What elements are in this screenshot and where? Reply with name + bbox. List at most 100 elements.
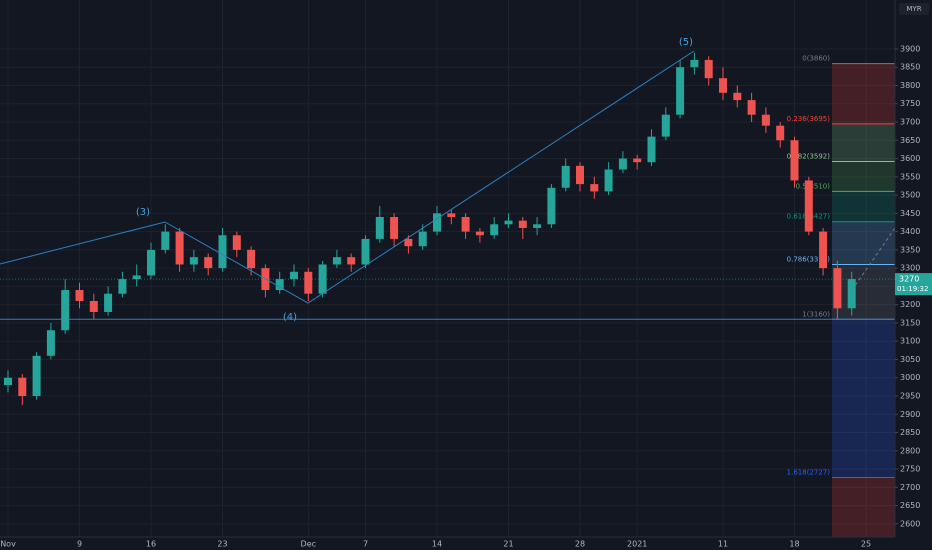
candle-body [690,59,699,68]
y-tick-label: 3400 [900,227,920,236]
candle-body [475,231,484,236]
candle-body [189,257,198,265]
candle-body [661,114,670,137]
candle-body [561,165,570,188]
candle-body [604,169,613,192]
y-tick-label: 3900 [900,44,920,53]
y-tick-label: 3000 [900,373,920,382]
y-tick-label: 3200 [900,300,920,309]
candle-body [447,213,456,217]
y-tick-label: 3800 [900,81,920,90]
candle-body [232,235,241,250]
y-tick-label: 3050 [900,355,920,364]
candle-body [776,125,785,141]
candle-body [847,279,856,309]
fib-level-label: 0.382(3592) [787,152,831,160]
x-tick-label: 2021 [627,540,647,549]
y-tick-label: 2700 [900,483,920,492]
fibonacci-tool: 0(3860) 0.236(3695) 0.382(3592) 0.5(3510) 0.… [0,55,895,537]
candle-body [332,257,341,265]
x-tick-label: 23 [217,540,227,549]
x-tick-label: 21 [503,540,513,549]
candle-body [318,264,327,294]
y-tick-label: 3350 [900,245,920,254]
fib-zone [832,319,895,478]
candle-body [4,377,12,386]
candle-body [676,67,685,115]
y-tick-label: 3450 [900,209,920,218]
candle-body [361,238,370,265]
fib-zone [832,477,895,537]
candle-body [132,275,141,280]
last-price-badge [895,273,932,296]
candle-body [790,140,799,181]
y-tick-label: 2950 [900,391,920,400]
candle-body [175,231,184,265]
wave-label: (3) [136,207,150,218]
fib-level-label: 0.786(3310) [787,255,831,263]
x-tick-label: 28 [575,540,585,549]
candle-body [733,92,742,101]
fib-zone [832,191,895,222]
y-tick-label: 3700 [900,118,920,127]
y-tick-label: 2750 [900,465,920,474]
candle-body [347,257,356,265]
candle-body [633,158,642,163]
x-tick-label: Dec [301,540,316,549]
candle-body [46,330,55,356]
candle-body [118,279,127,294]
candle-body [504,220,513,225]
candle-body [747,100,756,115]
y-tick-label: 2800 [900,446,920,455]
x-tick-label: 9 [77,540,82,549]
x-tick-label: 25 [861,540,871,549]
candle-body [61,290,70,331]
candle-body [18,377,27,396]
fib-zone [832,63,895,124]
grid [0,0,895,537]
fib-level-label: 1(3160) [802,310,830,318]
candle-body [704,59,713,79]
candles [4,52,856,406]
fib-level-label: 0.5(3510) [796,182,831,190]
elliott-waves: (3) (4) (5) [0,37,896,323]
candle-body [647,136,656,163]
candle-body [304,271,313,294]
candle-body [433,213,441,232]
y-tick-label: 2850 [900,428,920,437]
candle-body [618,158,627,170]
x-tick-label: 18 [789,540,799,549]
candle-body [533,224,542,228]
candle-body [247,249,256,269]
candle-body [104,293,113,312]
y-tick-label: 3650 [900,136,920,145]
fib-zone [832,161,895,192]
candle-body [89,301,98,312]
fib-level-label: 0(3860) [802,55,830,63]
fib-level-label: 0.236(3695) [787,115,831,123]
y-tick-label: 2600 [900,519,920,528]
candle-body [32,355,41,396]
x-tick-label: 7 [363,540,368,549]
candle-body [375,216,384,239]
candle-body [490,224,499,236]
candle-body [461,216,470,232]
y-tick-label: 3150 [900,318,920,327]
candle-body [390,216,399,239]
candle-body [761,114,770,126]
fib-zone [832,221,895,265]
y-tick-label: 3850 [900,63,920,72]
candle-body [290,271,298,280]
last-price-label: 3270 [899,275,919,284]
projection-line [851,227,896,291]
candle-body [404,238,413,247]
candle-body [590,184,599,192]
candle-body [547,187,556,225]
wave-label: (4) [283,312,297,323]
candle-body [147,249,155,276]
candle-body [275,279,284,291]
y-tick-label: 2900 [900,410,920,419]
y-tick-label: 3600 [900,154,920,163]
